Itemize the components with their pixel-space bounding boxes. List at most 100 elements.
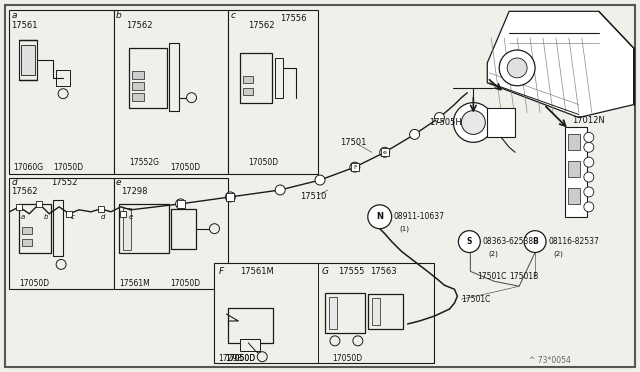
Bar bbox=[368, 294, 403, 329]
Circle shape bbox=[507, 58, 527, 78]
Bar bbox=[243, 88, 253, 95]
Bar bbox=[66, 211, 72, 217]
Text: S: S bbox=[467, 237, 472, 246]
Bar bbox=[487, 108, 515, 137]
Text: c: c bbox=[71, 214, 75, 220]
Circle shape bbox=[315, 175, 325, 185]
Text: 17561: 17561 bbox=[12, 21, 38, 30]
Text: N: N bbox=[376, 212, 383, 221]
Bar bbox=[36, 201, 42, 207]
Text: ^ 73*0054: ^ 73*0054 bbox=[529, 356, 571, 365]
Text: 17050D: 17050D bbox=[225, 354, 255, 363]
Text: 17501C: 17501C bbox=[477, 272, 507, 281]
Circle shape bbox=[584, 202, 594, 212]
Bar bbox=[119, 204, 169, 253]
Text: 08116-82537: 08116-82537 bbox=[548, 237, 599, 246]
Text: a: a bbox=[12, 11, 17, 20]
Text: 17050D: 17050D bbox=[332, 354, 362, 363]
Text: 08911-10637: 08911-10637 bbox=[394, 212, 445, 221]
Bar bbox=[568, 134, 580, 150]
Bar bbox=[243, 76, 253, 83]
Text: 17501C: 17501C bbox=[461, 295, 491, 304]
Circle shape bbox=[584, 187, 594, 197]
Circle shape bbox=[275, 185, 285, 195]
Circle shape bbox=[187, 93, 196, 103]
Bar bbox=[241, 339, 260, 351]
Bar bbox=[329, 297, 337, 329]
Bar bbox=[98, 206, 104, 212]
Text: G: G bbox=[322, 267, 329, 276]
Text: 17562: 17562 bbox=[12, 187, 38, 196]
Text: 17505H: 17505H bbox=[429, 118, 462, 127]
Circle shape bbox=[175, 199, 186, 209]
Text: 17050D: 17050D bbox=[53, 163, 83, 171]
Bar bbox=[275, 58, 283, 98]
Circle shape bbox=[58, 89, 68, 99]
Bar bbox=[228, 10, 318, 174]
Text: 17298: 17298 bbox=[121, 187, 147, 196]
Text: d: d bbox=[100, 214, 105, 220]
Text: b: b bbox=[116, 11, 122, 20]
Text: 17552G: 17552G bbox=[129, 158, 159, 167]
Bar bbox=[56, 70, 70, 86]
Circle shape bbox=[257, 352, 268, 362]
Circle shape bbox=[368, 205, 392, 229]
Bar bbox=[381, 148, 388, 156]
Circle shape bbox=[353, 336, 363, 346]
Text: 17050D: 17050D bbox=[171, 279, 201, 288]
Circle shape bbox=[584, 172, 594, 182]
Polygon shape bbox=[487, 11, 634, 118]
Bar bbox=[114, 10, 228, 174]
Text: a: a bbox=[21, 214, 26, 220]
Text: 17561M: 17561M bbox=[119, 279, 150, 288]
Text: e: e bbox=[383, 150, 387, 155]
Circle shape bbox=[380, 147, 390, 157]
Text: 17562: 17562 bbox=[126, 21, 152, 30]
Text: 08363-62538: 08363-62538 bbox=[483, 237, 533, 246]
Bar bbox=[123, 208, 131, 250]
Bar bbox=[325, 293, 365, 333]
Bar bbox=[114, 178, 228, 289]
Text: c: c bbox=[230, 11, 236, 20]
Text: 17050D: 17050D bbox=[171, 163, 201, 171]
Circle shape bbox=[209, 224, 220, 234]
Circle shape bbox=[350, 162, 360, 172]
Text: 17561M: 17561M bbox=[241, 267, 274, 276]
Text: 17050D: 17050D bbox=[19, 279, 49, 288]
Text: 17050D: 17050D bbox=[225, 354, 255, 363]
Bar bbox=[120, 211, 126, 217]
Text: 17563: 17563 bbox=[370, 267, 396, 276]
Text: F: F bbox=[353, 165, 356, 170]
Text: 17501: 17501 bbox=[340, 138, 366, 147]
Text: (2): (2) bbox=[488, 250, 498, 257]
Bar bbox=[129, 48, 166, 108]
Circle shape bbox=[225, 192, 236, 202]
Text: e: e bbox=[129, 214, 133, 220]
Text: 17555: 17555 bbox=[338, 267, 364, 276]
Bar bbox=[568, 161, 580, 177]
Circle shape bbox=[410, 129, 420, 140]
Text: 17012N: 17012N bbox=[572, 116, 605, 125]
Circle shape bbox=[56, 259, 66, 269]
Text: (2): (2) bbox=[553, 250, 563, 257]
Bar bbox=[372, 298, 380, 325]
Circle shape bbox=[584, 132, 594, 142]
Bar bbox=[214, 263, 433, 363]
Bar bbox=[19, 40, 37, 80]
Bar bbox=[565, 128, 587, 217]
Text: d: d bbox=[12, 177, 17, 186]
Bar bbox=[171, 209, 196, 248]
Text: b: b bbox=[44, 214, 49, 220]
Bar bbox=[132, 93, 144, 101]
Bar bbox=[10, 10, 114, 174]
Text: e: e bbox=[116, 177, 122, 186]
Text: 17060G: 17060G bbox=[13, 163, 44, 171]
Circle shape bbox=[330, 336, 340, 346]
Text: 17050D: 17050D bbox=[248, 158, 278, 167]
Circle shape bbox=[584, 157, 594, 167]
Bar bbox=[568, 188, 580, 204]
Text: 17501B: 17501B bbox=[509, 272, 538, 281]
Bar bbox=[132, 82, 144, 90]
Text: 17298: 17298 bbox=[218, 354, 243, 363]
Text: F: F bbox=[218, 267, 223, 276]
